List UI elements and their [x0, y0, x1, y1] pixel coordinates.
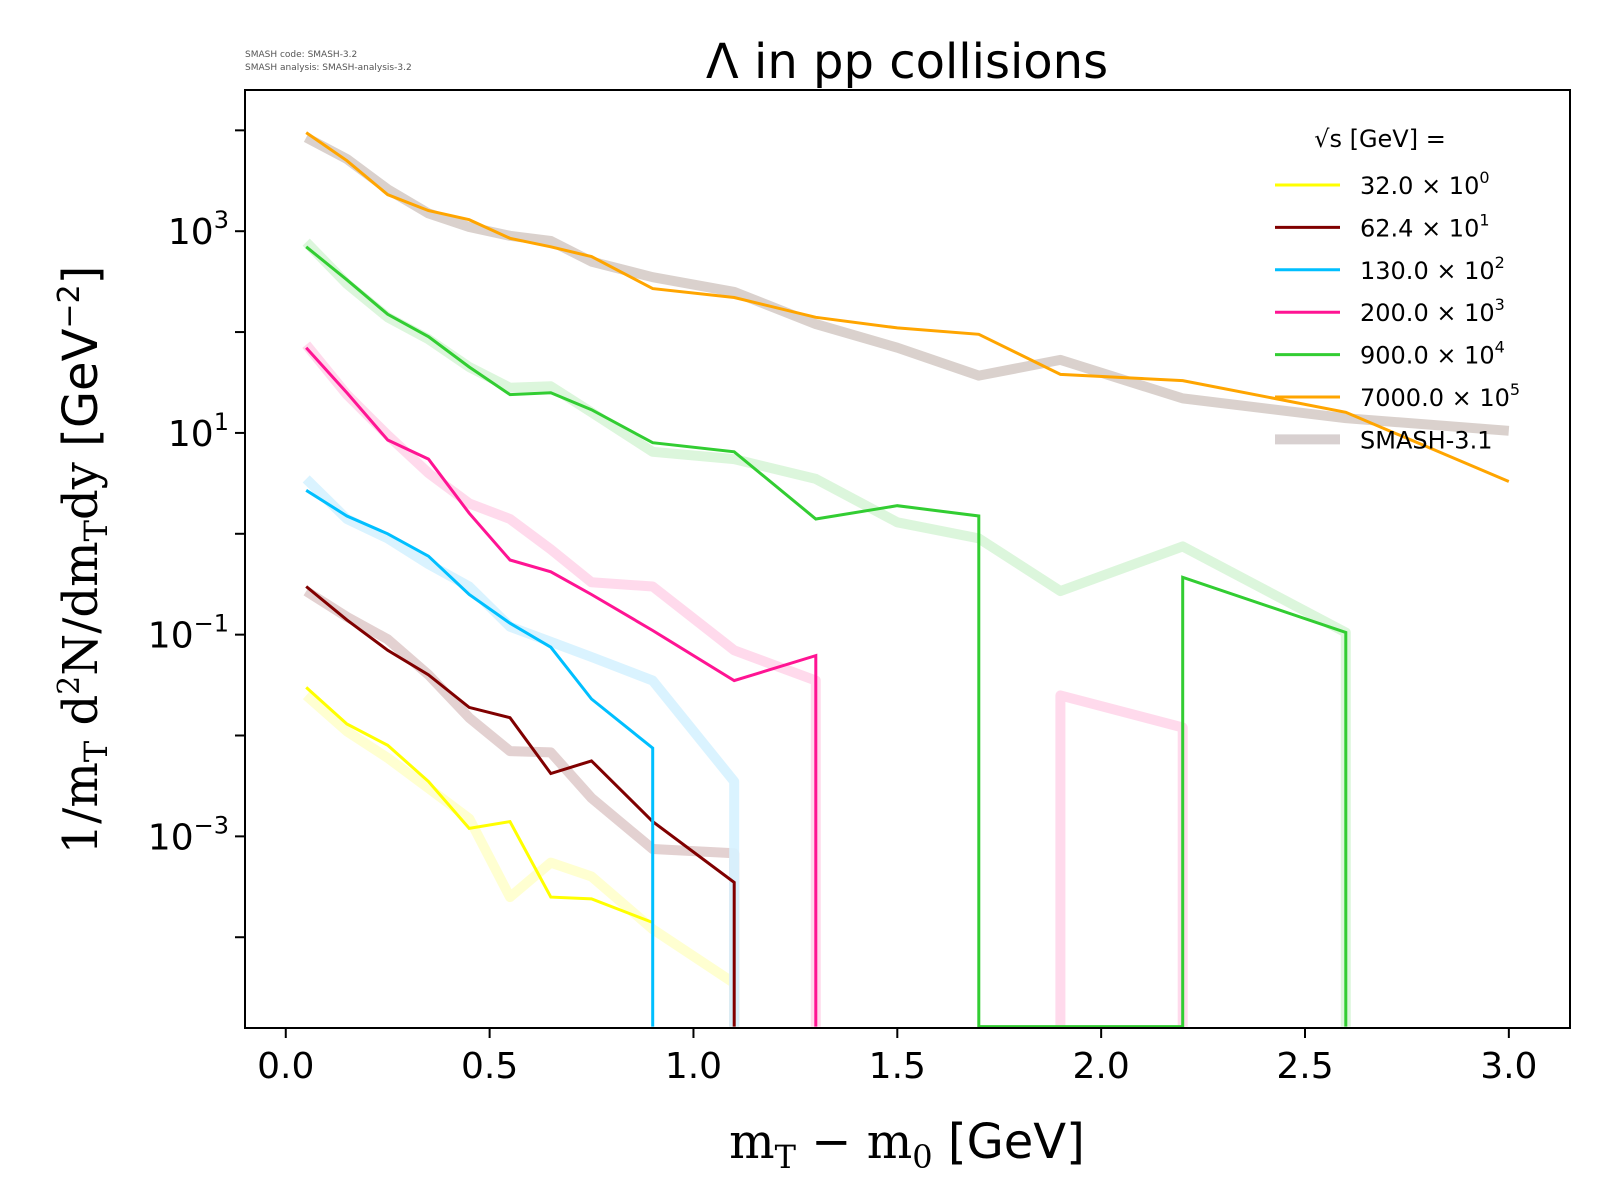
x-tick-label: 2.0 — [1073, 1046, 1130, 1087]
legend-label-4: 900.0 × 104 — [1360, 338, 1505, 370]
series-line-3 — [305, 346, 818, 1027]
series-line-2 — [305, 489, 655, 1027]
reference-line-2 — [302, 475, 740, 1027]
x-axis: 0.0 0.5 1.0 1.5 2.0 2.5 3.0 — [257, 1028, 1537, 1087]
series-line-4 — [305, 245, 1348, 1028]
x-tick-label: 2.5 — [1276, 1046, 1333, 1087]
series-layer — [305, 131, 1510, 1028]
meta-code-line: SMASH code: SMASH-3.2 — [245, 50, 357, 60]
reference-line-0 — [302, 691, 740, 1027]
y-tick-label: 101 — [168, 408, 229, 455]
reference-line-4 — [302, 238, 1351, 1027]
x-tick-label: 0.5 — [461, 1046, 518, 1087]
chart-title: Λ in pp collisions — [706, 34, 1108, 90]
x-tick-label: 0.0 — [257, 1046, 314, 1087]
series-line-1 — [305, 585, 736, 1027]
legend-label-5: 7000.0 × 105 — [1360, 380, 1520, 412]
legend-label-1: 62.4 × 101 — [1360, 210, 1490, 242]
y-axis-label: 1/mT d2N/dmTdy [GeV−2] — [52, 266, 115, 855]
x-tick-label: 1.0 — [665, 1046, 722, 1087]
legend: √s [GeV] = 32.0 × 100 62.4 × 101 130.0 × 1… — [1275, 125, 1520, 454]
y-tick-label: 103 — [168, 206, 229, 253]
legend-label-2: 130.0 × 102 — [1360, 253, 1505, 285]
series-line-5 — [305, 131, 1510, 483]
meta-analysis-line: SMASH analysis: SMASH-analysis-3.2 — [245, 63, 412, 73]
x-tick-label: 1.5 — [869, 1046, 926, 1087]
plot-frame — [244, 89, 1571, 1029]
legend-label-3: 200.0 × 103 — [1360, 295, 1505, 327]
series-line-0 — [305, 686, 654, 924]
x-axis-label: mT − m0 [GeV] — [729, 1114, 1085, 1176]
reference-line-5 — [303, 133, 1510, 436]
y-tick-label: 10−1 — [148, 610, 229, 657]
x-tick-label: 3.0 — [1480, 1046, 1537, 1087]
reference-line-3 — [302, 341, 821, 1027]
reference-line-1 — [303, 586, 740, 1027]
y-tick-label: 10−3 — [148, 811, 229, 858]
legend-label-reference: SMASH-3.1 — [1360, 426, 1492, 454]
reference-line-3-segment-2 — [1055, 690, 1188, 1027]
legend-label-0: 32.0 × 100 — [1360, 168, 1490, 200]
legend-title: √s [GeV] = — [1314, 125, 1446, 153]
y-axis: 103 101 10−1 10−3 — [148, 129, 245, 939]
